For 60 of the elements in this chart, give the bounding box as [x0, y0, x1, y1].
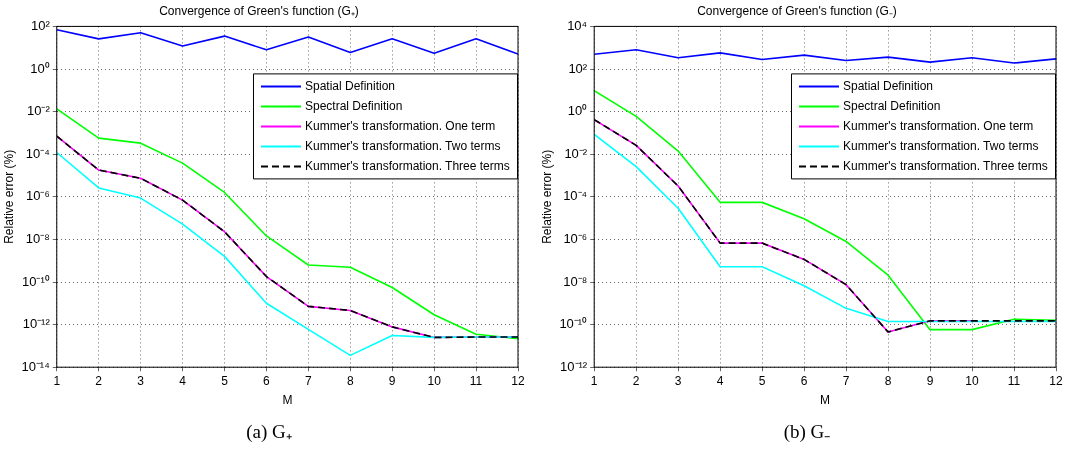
x-tick-label: 7 — [305, 373, 313, 388]
x-tick-label: 9 — [388, 373, 396, 388]
x-tick-label: 9 — [926, 373, 934, 388]
legend-label: Kummer's transformation. Two terms — [304, 138, 501, 153]
y-tick-label: 10² — [30, 17, 51, 33]
y-tick-label: 10⁻¹² — [22, 316, 51, 332]
y-tick-label: 10⁻¹⁰ — [21, 273, 50, 289]
y-tick-label: 10⁻⁶ — [25, 188, 50, 204]
x-tick-label: 6 — [263, 373, 271, 388]
y-axis-title: Relative error (%) — [1, 149, 16, 244]
x-tick-label: 8 — [884, 373, 892, 388]
x-tick-label: 11 — [469, 373, 483, 388]
x-tick-label: 2 — [95, 373, 103, 388]
y-tick-label: 10⁴ — [567, 17, 588, 33]
y-tick-label: 10² — [568, 60, 588, 76]
x-tick-label: 5 — [221, 373, 229, 388]
y-tick-label: 10⁻¹⁰ — [559, 316, 588, 332]
y-tick-label: 10⁰ — [567, 103, 588, 119]
y-tick-label: 10⁻⁸ — [563, 273, 588, 289]
legend-label: Kummer's transformation. Three terms — [842, 158, 1048, 173]
x-tick-label: 4 — [179, 373, 187, 388]
x-tick-label: 1 — [590, 373, 598, 388]
x-tick-label: 12 — [1049, 373, 1063, 388]
legend-label: Spectral Definition — [842, 98, 941, 113]
x-tick-label: 1 — [53, 373, 61, 388]
x-axis-title: M — [282, 393, 293, 408]
y-tick-label: 10⁻² — [26, 103, 51, 119]
legend-label: Kummer's transformation. One term — [304, 118, 496, 133]
x-tick-label: 10 — [427, 373, 442, 388]
legend-label: Spatial Definition — [304, 78, 396, 93]
x-tick-label: 11 — [1007, 373, 1021, 388]
x-tick-label: 7 — [842, 373, 850, 388]
chart-title: Convergence of Green's function (G₋) — [697, 3, 897, 18]
legend-label: Spatial Definition — [842, 78, 934, 93]
y-tick-label: 10⁻⁴ — [563, 188, 588, 204]
y-tick-label: 10⁻⁶ — [563, 230, 588, 246]
x-tick-label: 5 — [758, 373, 766, 388]
x-tick-label: 3 — [674, 373, 682, 388]
y-axis-title: Relative error (%) — [539, 149, 554, 244]
x-tick-label: 12 — [511, 373, 525, 388]
y-tick-label: 10⁻² — [564, 145, 588, 161]
x-tick-label: 10 — [965, 373, 980, 388]
y-tick-label: 10⁻¹⁴ — [21, 358, 50, 374]
legend-label: Spectral Definition — [304, 98, 403, 113]
text: (a) G₊ — [245, 420, 293, 444]
y-tick-label: 10⁻⁸ — [25, 230, 50, 246]
text: (b) G₋ — [782, 420, 832, 444]
y-tick-label: 10⁻¹² — [560, 358, 588, 374]
x-tick-label: 3 — [137, 373, 145, 388]
chart-title: Convergence of Green's function (G₊) — [159, 3, 359, 18]
y-tick-label: 10⁰ — [30, 60, 50, 76]
x-tick-label: 2 — [632, 373, 640, 388]
x-axis-title: M — [820, 393, 831, 408]
x-tick-label: 4 — [716, 373, 724, 388]
y-tick-label: 10⁻⁴ — [25, 145, 50, 161]
x-tick-label: 8 — [346, 373, 354, 388]
legend-label: Kummer's transformation. Three terms — [304, 158, 510, 173]
x-tick-label: 6 — [800, 373, 808, 388]
legend-label: Kummer's transformation. One term — [842, 118, 1034, 133]
legend-label: Kummer's transformation. Two terms — [842, 138, 1039, 153]
